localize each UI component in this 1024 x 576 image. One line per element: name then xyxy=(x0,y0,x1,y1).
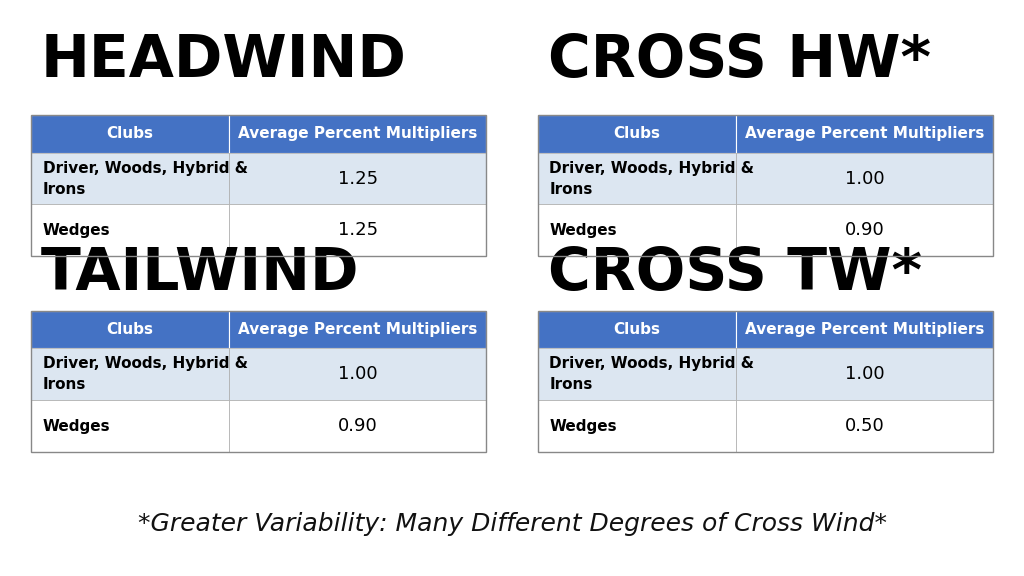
FancyBboxPatch shape xyxy=(31,311,229,348)
FancyBboxPatch shape xyxy=(31,204,229,256)
Text: 1.25: 1.25 xyxy=(338,221,378,240)
FancyBboxPatch shape xyxy=(736,204,993,256)
Text: Wedges: Wedges xyxy=(43,419,111,434)
Text: Wedges: Wedges xyxy=(550,223,617,238)
Text: Driver, Woods, Hybrid &
Irons: Driver, Woods, Hybrid & Irons xyxy=(43,357,248,392)
Text: Clubs: Clubs xyxy=(106,126,154,141)
FancyBboxPatch shape xyxy=(736,115,993,153)
FancyBboxPatch shape xyxy=(229,348,486,400)
FancyBboxPatch shape xyxy=(31,348,229,400)
Text: CROSS TW*: CROSS TW* xyxy=(548,245,922,302)
FancyBboxPatch shape xyxy=(538,153,736,204)
Text: 0.90: 0.90 xyxy=(845,221,885,240)
Text: Average Percent Multipliers: Average Percent Multipliers xyxy=(238,126,477,141)
FancyBboxPatch shape xyxy=(31,153,229,204)
FancyBboxPatch shape xyxy=(538,400,736,452)
FancyBboxPatch shape xyxy=(229,153,486,204)
FancyBboxPatch shape xyxy=(229,400,486,452)
Text: TAILWIND: TAILWIND xyxy=(41,245,359,302)
Text: Driver, Woods, Hybrid &
Irons: Driver, Woods, Hybrid & Irons xyxy=(550,161,755,196)
Text: Clubs: Clubs xyxy=(613,126,660,141)
FancyBboxPatch shape xyxy=(538,115,736,153)
FancyBboxPatch shape xyxy=(538,348,736,400)
FancyBboxPatch shape xyxy=(736,400,993,452)
Text: Wedges: Wedges xyxy=(550,419,617,434)
Text: 1.00: 1.00 xyxy=(845,169,885,188)
Text: Clubs: Clubs xyxy=(613,322,660,337)
FancyBboxPatch shape xyxy=(229,115,486,153)
Text: HEADWIND: HEADWIND xyxy=(41,32,407,89)
Text: *Greater Variability: Many Different Degrees of Cross Wind*: *Greater Variability: Many Different Deg… xyxy=(137,512,887,536)
Text: Average Percent Multipliers: Average Percent Multipliers xyxy=(744,126,984,141)
FancyBboxPatch shape xyxy=(538,311,736,348)
FancyBboxPatch shape xyxy=(736,311,993,348)
FancyBboxPatch shape xyxy=(229,311,486,348)
Text: Wedges: Wedges xyxy=(43,223,111,238)
FancyBboxPatch shape xyxy=(31,400,229,452)
Text: CROSS HW*: CROSS HW* xyxy=(548,32,931,89)
Text: Driver, Woods, Hybrid &
Irons: Driver, Woods, Hybrid & Irons xyxy=(43,161,248,196)
FancyBboxPatch shape xyxy=(229,204,486,256)
Text: 0.90: 0.90 xyxy=(338,417,378,435)
Text: Driver, Woods, Hybrid &
Irons: Driver, Woods, Hybrid & Irons xyxy=(550,357,755,392)
Text: Average Percent Multipliers: Average Percent Multipliers xyxy=(744,322,984,337)
FancyBboxPatch shape xyxy=(538,204,736,256)
Text: Average Percent Multipliers: Average Percent Multipliers xyxy=(238,322,477,337)
Text: 1.00: 1.00 xyxy=(338,365,378,384)
Text: 0.50: 0.50 xyxy=(845,417,885,435)
FancyBboxPatch shape xyxy=(31,115,229,153)
Text: 1.00: 1.00 xyxy=(845,365,885,384)
Text: Clubs: Clubs xyxy=(106,322,154,337)
FancyBboxPatch shape xyxy=(736,348,993,400)
FancyBboxPatch shape xyxy=(736,153,993,204)
Text: 1.25: 1.25 xyxy=(338,169,378,188)
